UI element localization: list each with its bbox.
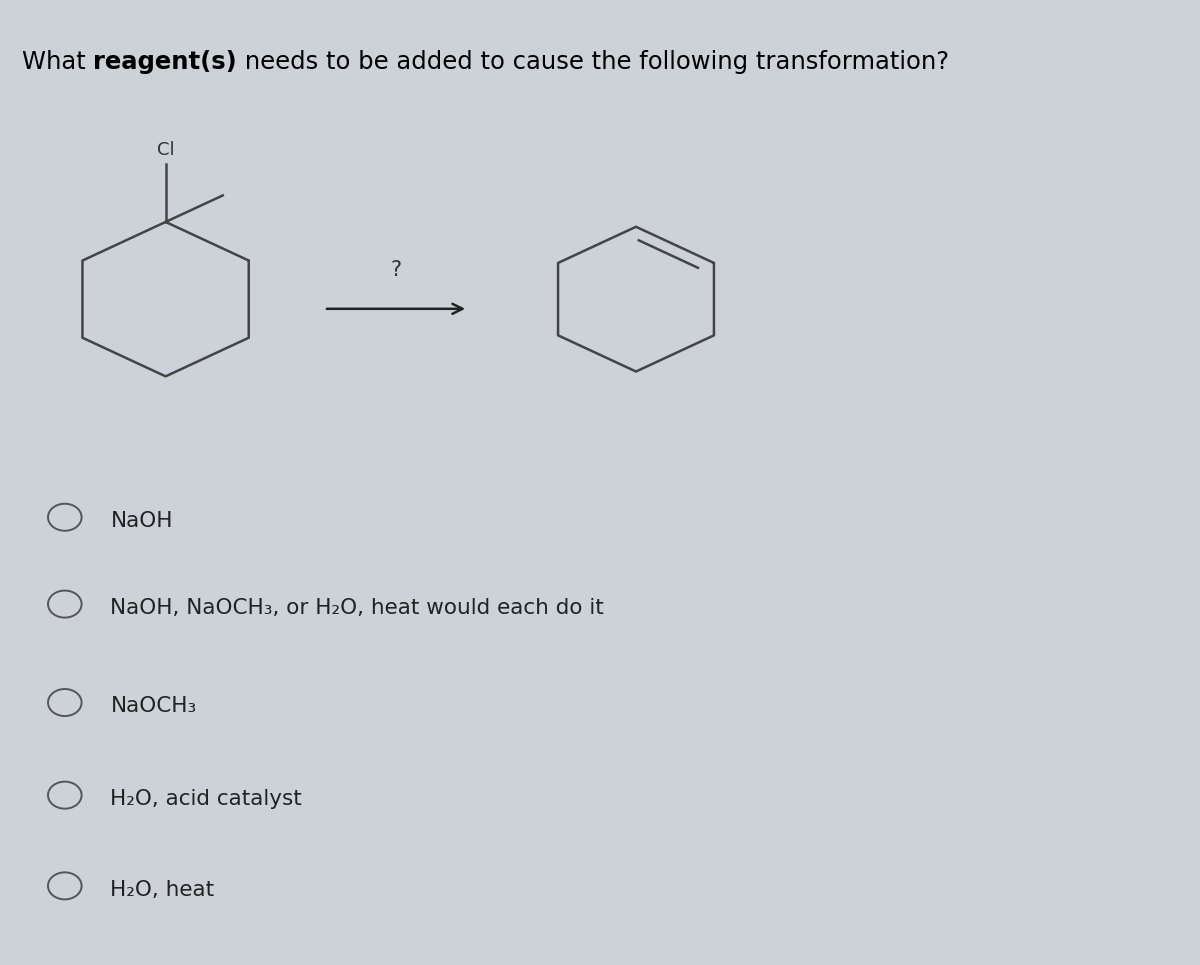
Text: NaOH, NaOCH₃, or H₂O, heat would each do it: NaOH, NaOCH₃, or H₂O, heat would each do… — [110, 598, 604, 618]
Text: What: What — [22, 50, 94, 74]
Text: Cl: Cl — [157, 141, 174, 159]
Text: H₂O, acid catalyst: H₂O, acid catalyst — [110, 789, 302, 809]
Text: ?: ? — [390, 260, 402, 280]
Text: needs to be added to cause the following transformation?: needs to be added to cause the following… — [236, 50, 949, 74]
Text: reagent(s): reagent(s) — [94, 50, 236, 74]
Text: NaOH: NaOH — [110, 511, 173, 531]
Text: NaOCH₃: NaOCH₃ — [110, 697, 197, 716]
Text: H₂O, heat: H₂O, heat — [110, 880, 215, 899]
